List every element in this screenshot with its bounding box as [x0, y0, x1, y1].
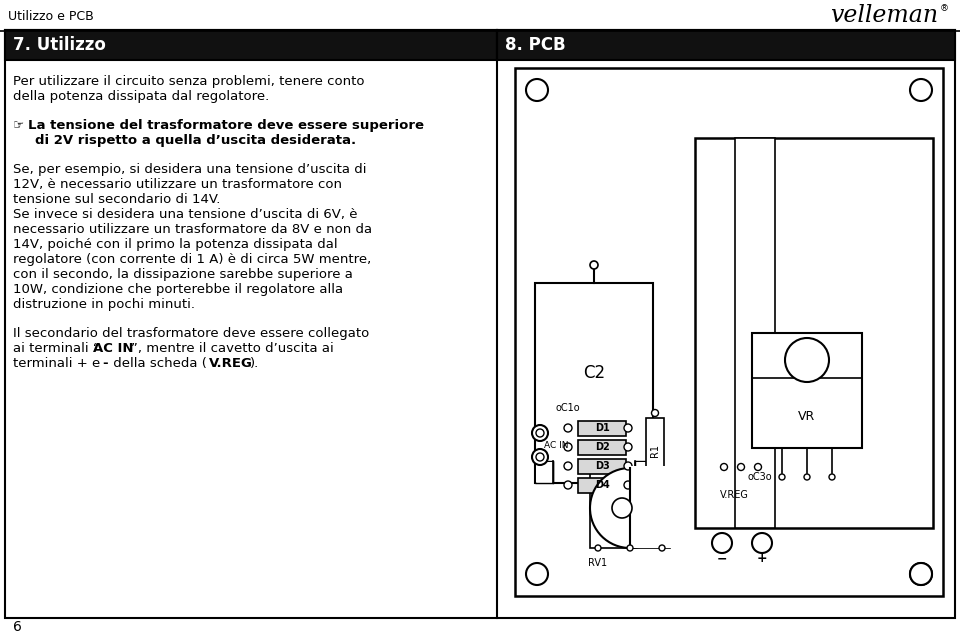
Text: tensione sul secondario di 14V.: tensione sul secondario di 14V. [13, 193, 221, 206]
Text: regolatore (con corrente di 1 A) è di circa 5W mentre,: regolatore (con corrente di 1 A) è di ci… [13, 253, 372, 266]
Text: ”, mentre il cavetto d’uscita ai: ”, mentre il cavetto d’uscita ai [131, 342, 334, 355]
Text: C2: C2 [583, 364, 605, 382]
Circle shape [752, 533, 772, 553]
Text: della scheda (: della scheda ( [109, 357, 206, 370]
Text: +: + [756, 552, 767, 565]
Text: ®: ® [940, 5, 949, 14]
Circle shape [624, 443, 632, 451]
Text: −: − [717, 552, 728, 565]
Bar [735, 138, 775, 528]
Bar [635, 461, 653, 483]
Circle shape [564, 481, 572, 489]
Text: ai terminali “: ai terminali “ [13, 342, 100, 355]
Text: 12V, è necessario utilizzare un trasformatore con: 12V, è necessario utilizzare un trasform… [13, 178, 342, 191]
Text: -: - [102, 357, 108, 370]
Circle shape [624, 462, 632, 470]
Text: R1: R1 [650, 444, 660, 457]
Bar [578, 478, 626, 493]
Circle shape [910, 563, 932, 585]
Circle shape [564, 424, 572, 432]
Text: V.REG: V.REG [209, 357, 252, 370]
Text: Se, per esempio, si desidera una tensione d’uscita di: Se, per esempio, si desidera una tension… [13, 163, 367, 176]
Circle shape [564, 462, 572, 470]
Circle shape [755, 464, 761, 471]
Text: AC IN: AC IN [93, 342, 133, 355]
Text: 7. Utilizzo: 7. Utilizzo [13, 36, 106, 54]
Text: Se invece si desidera una tensione d’uscita di 6V, è: Se invece si desidera una tensione d’usc… [13, 208, 357, 221]
Text: velleman: velleman [829, 5, 938, 28]
Circle shape [721, 464, 728, 471]
Text: con il secondo, la dissipazione sarebbe superiore a: con il secondo, la dissipazione sarebbe … [13, 268, 353, 281]
Circle shape [652, 410, 659, 417]
Circle shape [804, 474, 810, 480]
Text: 8. PCB: 8. PCB [505, 36, 565, 54]
Circle shape [532, 425, 548, 441]
Bar [497, 30, 955, 60]
Circle shape [910, 563, 932, 585]
Text: ☞: ☞ [13, 119, 24, 132]
Bar [590, 468, 670, 548]
Text: Per utilizzare il circuito senza problemi, tenere conto: Per utilizzare il circuito senza problem… [13, 75, 365, 88]
Text: AC IN: AC IN [544, 442, 568, 451]
Circle shape [627, 545, 633, 551]
Circle shape [564, 443, 572, 451]
Bar [630, 466, 672, 548]
Text: della potenza dissipata dal regolatore.: della potenza dissipata dal regolatore. [13, 90, 269, 103]
Text: V.REG: V.REG [720, 490, 749, 500]
Text: 6: 6 [13, 620, 22, 634]
Text: D1: D1 [594, 423, 610, 433]
Text: distruzione in pochi minuti.: distruzione in pochi minuti. [13, 298, 195, 311]
Bar [752, 333, 862, 448]
Text: RV1: RV1 [588, 558, 607, 568]
Text: necessario utilizzare un trasformatore da 8V e non da: necessario utilizzare un trasformatore d… [13, 223, 372, 236]
Text: di 2V rispetto a quella d’uscita desiderata.: di 2V rispetto a quella d’uscita desider… [35, 134, 356, 147]
Text: oC3o: oC3o [748, 472, 773, 482]
Text: D4: D4 [594, 480, 610, 490]
Text: ).: ). [250, 357, 259, 370]
Bar [515, 68, 943, 596]
Bar [635, 462, 652, 482]
Bar [578, 421, 626, 435]
Text: 10W, condizione che porterebbe il regolatore alla: 10W, condizione che porterebbe il regola… [13, 283, 343, 296]
Bar [646, 418, 664, 483]
Bar [695, 138, 933, 528]
Circle shape [612, 498, 632, 518]
Text: La tensione del trasformatore deve essere superiore: La tensione del trasformatore deve esser… [28, 119, 424, 132]
Bar [0, 0, 960, 30]
Circle shape [652, 484, 659, 491]
Bar [535, 461, 553, 483]
Circle shape [536, 429, 544, 437]
Circle shape [532, 449, 548, 465]
Bar [536, 462, 553, 482]
Circle shape [785, 338, 829, 382]
Bar [535, 283, 653, 483]
Circle shape [712, 533, 732, 553]
Bar [578, 458, 626, 473]
Circle shape [737, 464, 745, 471]
Circle shape [910, 79, 932, 101]
Text: oC1o: oC1o [556, 403, 581, 413]
Circle shape [590, 261, 598, 269]
Circle shape [590, 487, 597, 494]
Circle shape [595, 545, 601, 551]
Bar [5, 30, 497, 60]
Text: terminali + e: terminali + e [13, 357, 105, 370]
Text: Il secondario del trasformatore deve essere collegato: Il secondario del trasformatore deve ess… [13, 327, 370, 340]
Text: D2: D2 [594, 442, 610, 452]
Bar [578, 440, 626, 455]
Circle shape [526, 563, 548, 585]
Circle shape [536, 453, 544, 461]
Circle shape [624, 481, 632, 489]
Circle shape [659, 545, 665, 551]
Text: VR: VR [799, 410, 816, 422]
Circle shape [526, 79, 548, 101]
Circle shape [590, 468, 670, 548]
Circle shape [829, 474, 835, 480]
Text: 14V, poiché con il primo la potenza dissipata dal: 14V, poiché con il primo la potenza diss… [13, 238, 338, 251]
Text: D3: D3 [594, 461, 610, 471]
Circle shape [779, 474, 785, 480]
Circle shape [624, 424, 632, 432]
Text: Utilizzo e PCB: Utilizzo e PCB [8, 10, 94, 23]
